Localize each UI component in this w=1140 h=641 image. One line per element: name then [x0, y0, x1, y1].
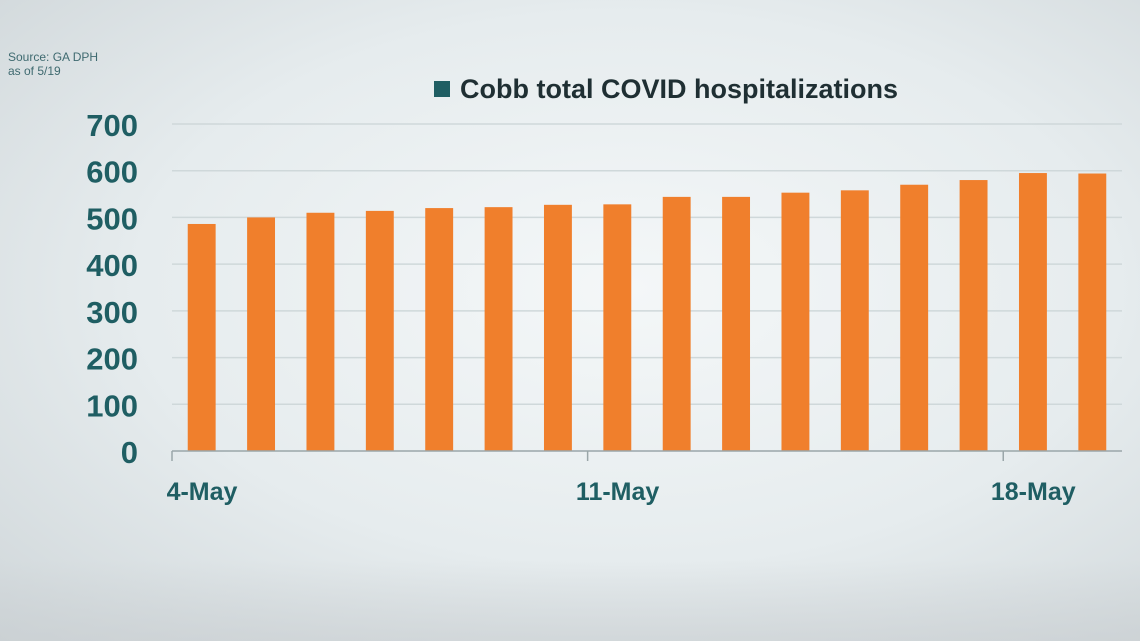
bar-10-may — [543, 204, 572, 451]
bar-layer — [187, 173, 1107, 452]
as-of-line: as of 5/19 — [8, 64, 61, 78]
bar-17-may — [959, 180, 988, 452]
y-tick-label: 0 — [121, 435, 138, 470]
bar-8-may — [425, 208, 454, 451]
bar-19-may — [1078, 173, 1107, 451]
bar-13-may — [722, 196, 751, 451]
y-tick-label: 200 — [86, 342, 138, 377]
x-axis: 4-May 11-May 18-May — [167, 450, 1122, 506]
bar-9-may — [484, 207, 513, 451]
y-tick-label: 700 — [86, 108, 138, 143]
bar-18-may — [1018, 173, 1047, 452]
bar-5-may — [247, 217, 276, 451]
legend-label: Cobb total COVID hospitalizations — [460, 74, 898, 104]
source-note: Source: GA DPH as of 5/19 — [8, 50, 98, 78]
bar-16-may — [900, 184, 929, 451]
x-tick-label: 11-May — [576, 478, 659, 506]
legend-swatch — [434, 81, 450, 97]
bar-14-may — [781, 192, 810, 452]
bar-6-may — [306, 212, 335, 451]
bar-12-may — [662, 196, 691, 451]
legend: Cobb total COVID hospitalizations — [434, 74, 898, 104]
bar-4-may — [187, 223, 216, 451]
x-tick-label: 4-May — [167, 478, 238, 506]
bar-15-may — [840, 190, 869, 451]
y-tick-label: 600 — [86, 155, 138, 190]
source-line: Source: GA DPH — [8, 50, 99, 64]
y-tick-label: 100 — [86, 388, 138, 423]
bar-7-may — [365, 210, 394, 451]
y-tick-label: 500 — [86, 201, 138, 236]
y-tick-label: 300 — [86, 295, 138, 330]
bar-11-may — [603, 204, 632, 451]
y-axis: 0 100 200 300 400 500 600 700 — [86, 108, 138, 470]
x-tick-label: 18-May — [991, 478, 1076, 506]
y-tick-label: 400 — [86, 248, 138, 283]
